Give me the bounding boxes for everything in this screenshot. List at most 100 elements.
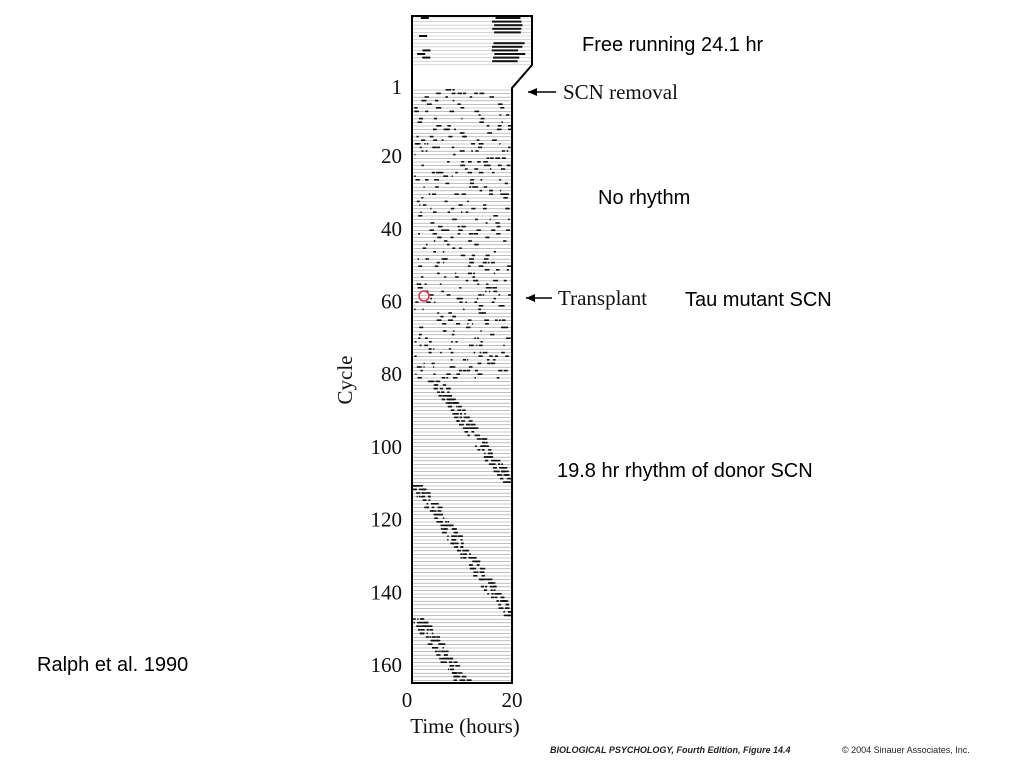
activity — [446, 524, 452, 527]
activity — [442, 398, 446, 401]
activity — [434, 650, 438, 653]
activity — [432, 233, 434, 235]
activity — [441, 229, 445, 231]
activity — [500, 477, 504, 480]
activity — [416, 366, 419, 368]
y-tick-label: 80 — [381, 362, 402, 386]
activity — [447, 161, 450, 163]
activity — [449, 665, 454, 667]
activity — [462, 135, 467, 138]
activity — [437, 510, 442, 512]
activity — [437, 125, 442, 127]
activity — [465, 431, 467, 433]
activity — [482, 351, 488, 354]
activity — [478, 355, 483, 357]
activity — [445, 524, 447, 527]
activity — [437, 521, 443, 523]
activity — [422, 247, 427, 249]
activity — [491, 596, 495, 599]
activity — [433, 348, 435, 350]
activity — [507, 607, 510, 609]
activity — [460, 211, 463, 213]
activity — [463, 675, 467, 678]
activity — [425, 258, 429, 260]
activity — [482, 578, 486, 581]
y-tick-label: 1 — [392, 75, 403, 99]
activity — [489, 585, 495, 588]
activity — [417, 121, 423, 123]
activity — [473, 571, 476, 573]
activity — [451, 333, 455, 336]
activity — [422, 204, 427, 206]
activity — [477, 373, 483, 375]
activity — [478, 344, 483, 347]
activity — [462, 359, 466, 361]
activity — [414, 143, 419, 145]
activity — [420, 17, 429, 19]
footer-copyright: © 2004 Sinauer Associates, Inc. — [842, 745, 970, 755]
activity — [420, 621, 425, 624]
activity — [421, 492, 424, 494]
activity — [507, 614, 511, 617]
activity — [497, 593, 500, 595]
activity — [443, 395, 448, 397]
activity — [422, 49, 431, 52]
activity — [486, 359, 490, 361]
activity — [501, 319, 506, 321]
activity — [465, 279, 469, 282]
activity — [493, 470, 498, 473]
activity — [494, 596, 498, 599]
activity — [431, 380, 435, 383]
activity — [423, 621, 429, 624]
activity — [489, 218, 491, 221]
activity — [451, 528, 457, 530]
activity — [456, 373, 461, 375]
activity — [486, 283, 489, 285]
activity — [417, 629, 421, 631]
activity — [424, 143, 426, 145]
activity — [420, 211, 422, 213]
activity — [503, 240, 507, 242]
y-tick-label: 40 — [381, 217, 402, 241]
activity — [439, 283, 442, 285]
activity — [436, 654, 439, 656]
activity — [500, 305, 505, 307]
activity — [494, 53, 526, 55]
activity — [488, 578, 493, 581]
activity — [487, 456, 492, 458]
activity — [433, 513, 438, 516]
annotation: No rhythm — [598, 187, 690, 209]
activity — [414, 110, 419, 113]
activity — [490, 157, 494, 159]
activity — [447, 521, 450, 523]
activity — [440, 351, 442, 354]
activity — [425, 110, 429, 113]
activity — [437, 506, 443, 509]
activity — [433, 387, 436, 390]
activity — [433, 139, 438, 141]
activity — [453, 330, 455, 332]
activity — [505, 355, 509, 357]
activity — [501, 463, 503, 465]
activity — [490, 189, 492, 192]
activity — [485, 222, 488, 224]
activity — [506, 337, 511, 339]
activity — [503, 470, 509, 473]
activity — [467, 200, 469, 203]
activity — [462, 409, 466, 411]
activity — [483, 261, 487, 264]
activity — [441, 531, 447, 534]
activity — [478, 146, 483, 149]
activity — [445, 89, 449, 91]
activity — [420, 276, 424, 278]
activity — [451, 146, 455, 149]
activity — [413, 618, 416, 620]
activity — [469, 182, 474, 185]
activity — [461, 193, 466, 195]
activity — [487, 132, 493, 134]
activity — [425, 492, 431, 494]
activity — [434, 179, 439, 181]
activity — [455, 542, 459, 545]
activity — [463, 92, 467, 95]
activity — [479, 189, 483, 192]
